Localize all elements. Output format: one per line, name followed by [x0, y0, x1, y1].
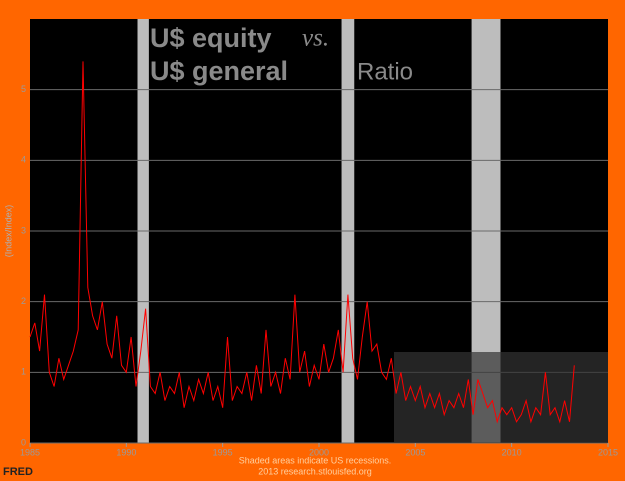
- note: Shaded areas indicate US recessions.: [239, 455, 392, 465]
- logo: FRED: [3, 466, 33, 478]
- annotation: Ratio: [357, 58, 413, 85]
- x-tick-label: 2010: [502, 447, 522, 457]
- marks: [29, 61, 575, 424]
- x-tick-label: 2005: [405, 447, 425, 457]
- x-tick-label: 2015: [598, 447, 618, 457]
- y-tick-label: 3: [21, 225, 26, 235]
- note: 2013 research.stlouisfed.org: [258, 466, 372, 476]
- x-tick-label: 1985: [20, 447, 40, 457]
- y-axis-label: (Index/Index): [3, 205, 13, 258]
- y-tick-label: 4: [21, 155, 26, 165]
- y-tick-label: 0: [21, 437, 26, 447]
- annotation: U$ equity: [150, 23, 272, 53]
- x-tick-label: 2000: [309, 447, 329, 457]
- annotation: U$ general: [150, 56, 288, 86]
- x-tick-label: 1990: [116, 447, 136, 457]
- overlay-box: [394, 352, 608, 443]
- y-tick-label: 1: [21, 367, 26, 377]
- y-tick-label: 2: [21, 296, 26, 306]
- annotation: vs.: [302, 25, 329, 52]
- x-tick-label: 1995: [213, 447, 233, 457]
- line: [29, 61, 575, 424]
- y-tick-label: 5: [21, 84, 26, 94]
